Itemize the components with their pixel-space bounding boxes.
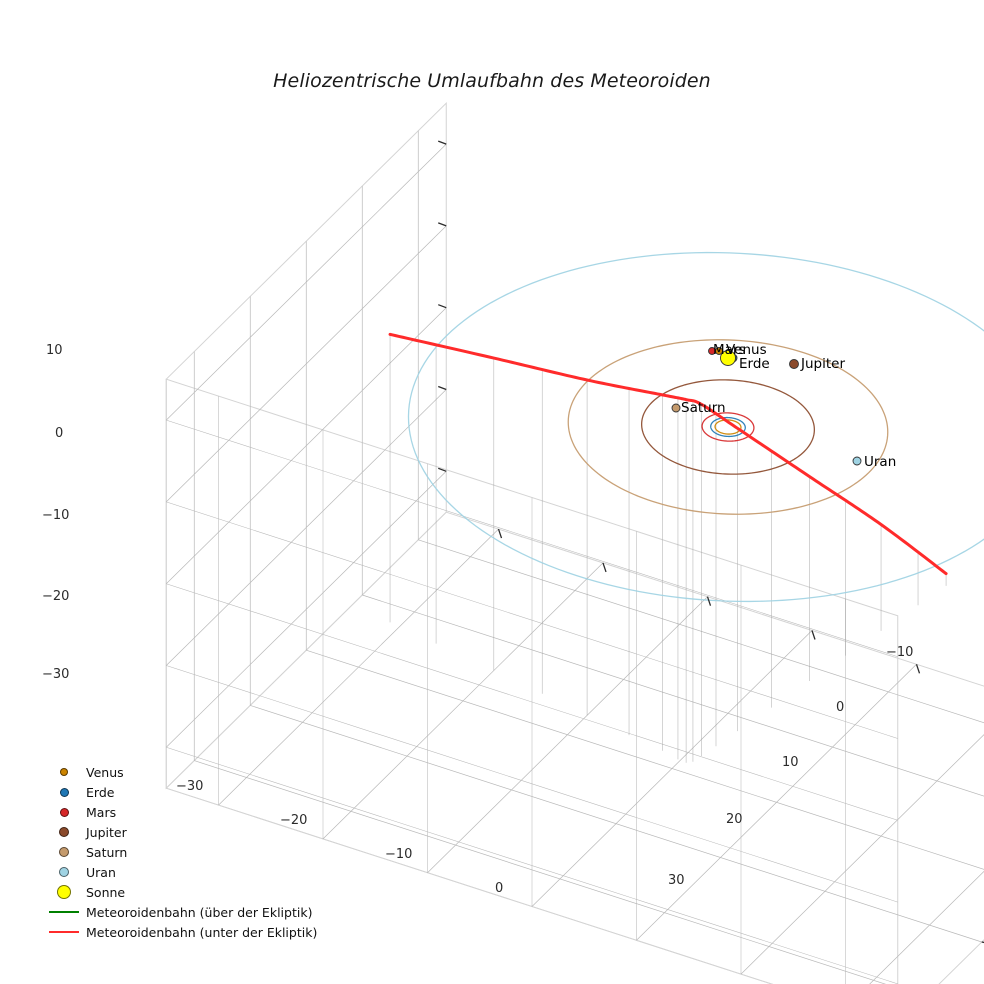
planet-orbits — [407, 251, 984, 603]
legend-label: Venus — [86, 764, 124, 780]
body-label-erde: Erde — [739, 356, 770, 372]
legend-label: Meteoroidenbahn (unter der Ekliptik) — [86, 924, 318, 940]
meteoroid-trajectory — [388, 332, 948, 576]
legend-item-uran[interactable]: Uran — [44, 862, 344, 882]
legend-item-meteoroidenbahn[interactable]: Meteoroidenbahn (über der Ekliptik) — [44, 902, 344, 922]
tick-label-y-1: 0 — [836, 700, 845, 715]
legend-swatch-line — [44, 911, 84, 913]
legend-swatch-line — [44, 931, 84, 933]
legend-marker-icon — [60, 768, 68, 776]
legend-label: Saturn — [86, 844, 128, 860]
body-marker-jupiter — [789, 359, 799, 369]
axis-panes — [165, 102, 984, 984]
tick-label-y-2: 10 — [782, 755, 799, 770]
orbit-mars — [701, 412, 755, 442]
body-marker-sonne — [720, 350, 736, 366]
chart-legend: Venus Erde Mars Jupiter Saturn Uran Sonne Meteo… — [44, 762, 344, 942]
body-label-venus: Venus — [726, 342, 767, 358]
legend-marker-icon — [59, 827, 69, 837]
celestial-bodies — [671, 347, 862, 466]
legend-swatch-dot — [44, 807, 84, 817]
tick-label-z-4: −30 — [42, 667, 70, 682]
legend-item-mars[interactable]: Mars — [44, 802, 344, 822]
trajectory-line — [388, 332, 948, 576]
tick-label-x-2: −10 — [385, 847, 413, 862]
legend-item-erde[interactable]: Erde — [44, 782, 344, 802]
tick-label-y-3: 20 — [726, 812, 743, 827]
body-marker-saturn — [671, 403, 681, 413]
tick-label-z-2: −10 — [42, 508, 70, 523]
legend-line-icon — [49, 931, 79, 933]
legend-label: Jupiter — [86, 824, 127, 840]
body-marker-mars — [708, 347, 716, 355]
legend-label: Erde — [86, 784, 115, 800]
body-label-jupiter: Jupiter — [801, 356, 846, 372]
orbit-jupiter — [640, 379, 816, 475]
legend-item-venus[interactable]: Venus — [44, 762, 344, 782]
body-label-uran: Uran — [864, 454, 897, 470]
legend-swatch-dot — [44, 827, 84, 837]
legend-item-meteoroidenbahn[interactable]: Meteoroidenbahn (unter der Ekliptik) — [44, 922, 344, 942]
body-label-mars: Mars — [713, 342, 746, 358]
legend-marker-icon — [59, 807, 69, 817]
orbit-uran — [407, 251, 984, 603]
legend-item-sonne[interactable]: Sonne — [44, 882, 344, 902]
pane-gridlines — [166, 130, 984, 984]
tick-label-z-1: 0 — [55, 426, 64, 441]
legend-label: Mars — [86, 804, 117, 820]
tick-label-z-0: 10 — [46, 343, 63, 358]
legend-label: Uran — [86, 864, 116, 880]
legend-swatch-dot — [44, 885, 84, 899]
body-label-saturn: Saturn — [681, 400, 726, 416]
orbit-venus — [714, 419, 742, 435]
tick-label-y-0: −10 — [886, 645, 914, 660]
legend-item-jupiter[interactable]: Jupiter — [44, 822, 344, 842]
legend-marker-icon — [59, 847, 69, 857]
legend-label: Sonne — [86, 884, 126, 900]
legend-swatch-dot — [44, 847, 84, 857]
legend-line-icon — [49, 911, 79, 913]
tick-label-y-4: 30 — [668, 873, 685, 888]
page-title: Heliozentrische Umlaufbahn des Meteoroid… — [273, 70, 711, 92]
tick-label-x-1: −20 — [280, 813, 308, 828]
body-marker-uran — [852, 456, 862, 466]
legend-swatch-dot — [44, 768, 84, 776]
legend-marker-icon — [59, 787, 69, 797]
axis-tick-marks — [438, 140, 984, 944]
legend-item-saturn[interactable]: Saturn — [44, 842, 344, 862]
legend-label: Meteoroidenbahn (über der Ekliptik) — [86, 904, 313, 920]
orbit-erde — [710, 416, 746, 438]
legend-swatch-dot — [44, 867, 84, 877]
legend-marker-icon — [59, 867, 69, 877]
trajectory-stems — [389, 334, 947, 763]
tick-label-z-3: −20 — [42, 589, 70, 604]
legend-swatch-dot — [44, 787, 84, 797]
legend-marker-icon — [57, 885, 71, 899]
tick-label-x-0: −30 — [176, 779, 204, 794]
tick-label-x-3: 0 — [495, 881, 504, 896]
